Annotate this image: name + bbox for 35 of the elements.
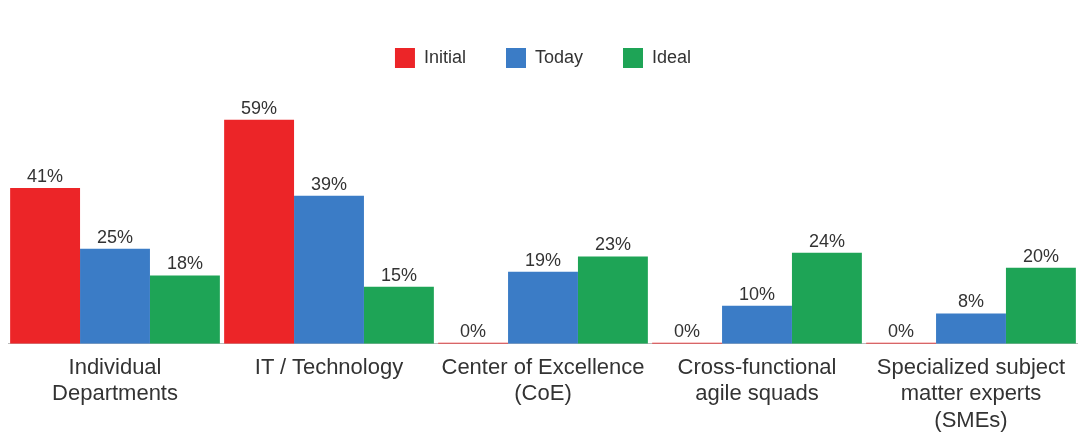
data-label: 19% bbox=[524, 249, 562, 270]
data-label: 0% bbox=[888, 320, 915, 341]
data-label: 0% bbox=[674, 320, 701, 341]
bar bbox=[508, 271, 578, 344]
bar bbox=[80, 248, 150, 344]
data-label: 0% bbox=[460, 320, 487, 341]
x-tick-label: Cross-functional agile squads bbox=[677, 354, 837, 406]
data-label: 24% bbox=[808, 230, 845, 251]
bar bbox=[224, 119, 295, 344]
x-tick-label: Center of Excellence (CoE) bbox=[441, 354, 645, 406]
data-label: 23% bbox=[594, 234, 631, 255]
data-label: 39% bbox=[310, 173, 348, 194]
bar bbox=[363, 286, 434, 344]
bar bbox=[936, 313, 1006, 344]
data-label: 41% bbox=[27, 166, 64, 187]
data-label: 59% bbox=[241, 97, 278, 118]
legend-label: Ideal bbox=[652, 46, 692, 67]
bar bbox=[10, 188, 81, 344]
legend-label: Today bbox=[534, 46, 584, 67]
x-tick-label: Individual Departments bbox=[52, 354, 178, 406]
bar bbox=[791, 252, 862, 344]
data-label: 18% bbox=[166, 253, 203, 274]
data-label: 20% bbox=[1022, 245, 1059, 266]
bar bbox=[149, 275, 220, 344]
x-tick-label: Specialized subject matter experts (SMEs) bbox=[876, 354, 1066, 432]
data-label: 25% bbox=[96, 226, 134, 247]
data-label: 8% bbox=[957, 291, 985, 312]
bar bbox=[722, 305, 792, 344]
data-label: 15% bbox=[380, 264, 417, 285]
legend-label: Initial bbox=[423, 46, 466, 67]
bar bbox=[577, 256, 648, 344]
x-tick-label: IT / Technology bbox=[254, 354, 404, 380]
bar bbox=[1005, 267, 1076, 344]
data-label: 10% bbox=[738, 283, 776, 304]
bar bbox=[294, 195, 364, 344]
